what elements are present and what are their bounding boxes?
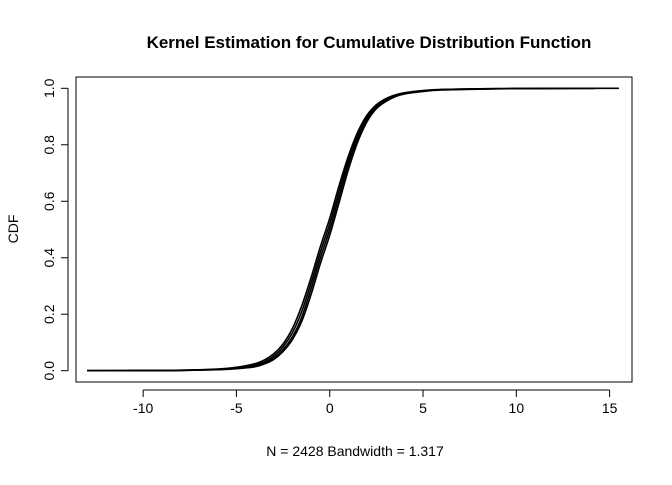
x-tick-label: 0: [326, 400, 334, 416]
y-tick-label: 0.0: [41, 361, 57, 381]
x-tick-label: -10: [133, 400, 153, 416]
x-tick-label: 15: [602, 400, 618, 416]
y-axis-label: CDF: [5, 215, 21, 244]
cdf-series-line-3: [87, 87, 595, 372]
cdf-curves: [87, 87, 619, 372]
cdf-series-line-2: [87, 87, 595, 372]
x-axis-label: N = 2428 Bandwidth = 1.317: [266, 443, 444, 459]
x-tick-label: 10: [509, 400, 525, 416]
y-tick-label: 0.4: [41, 248, 57, 268]
y-tick-label: 1.0: [41, 78, 57, 98]
x-tick-label: -5: [230, 400, 243, 416]
cdf-series-line-1: [87, 87, 595, 372]
y-tick-label: 0.8: [41, 135, 57, 155]
y-axis: 0.0 0.2 0.4 0.6 0.8 1.0: [41, 78, 69, 381]
cdf-series-line-4: [87, 87, 619, 372]
x-tick-label: 5: [419, 400, 427, 416]
y-tick-label: 0.2: [41, 304, 57, 324]
plot-frame: [75, 76, 633, 383]
x-axis: -10 -5 0 5 10 15: [133, 389, 618, 416]
chart-title: Kernel Estimation for Cumulative Distrib…: [147, 33, 592, 52]
y-tick-label: 0.6: [41, 191, 57, 211]
